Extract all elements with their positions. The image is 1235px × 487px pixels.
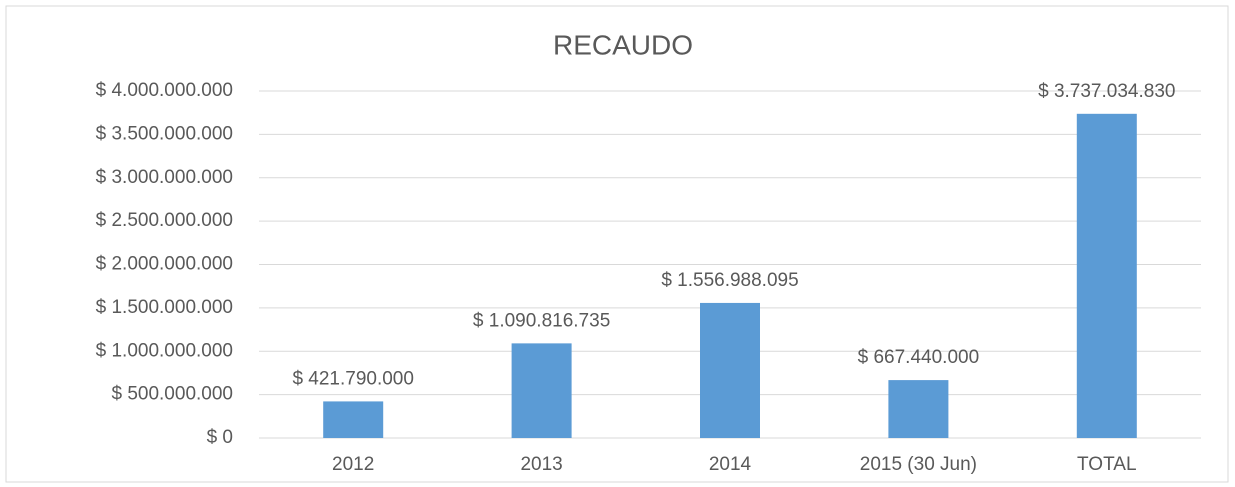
x-tick-label: 2013 [520, 454, 562, 475]
y-tick-label: $ 2.000.000.000 [96, 254, 233, 275]
value-label: $ 667.440.000 [858, 347, 980, 368]
bar [888, 380, 949, 438]
y-tick-label: $ 4.000.000.000 [96, 80, 233, 101]
value-label: $ 421.790.000 [292, 368, 414, 389]
x-tick-label: 2012 [332, 454, 374, 475]
y-tick-label: $ 1.000.000.000 [96, 340, 233, 361]
x-tick-label: TOTAL [1077, 454, 1136, 475]
x-tick-label: 2015 (30 Jun) [860, 454, 977, 475]
value-label: $ 1.090.816.735 [473, 310, 610, 331]
y-tick-label: $ 1.500.000.000 [96, 297, 233, 318]
y-tick-label: $ 3.000.000.000 [96, 167, 233, 188]
value-label: $ 1.556.988.095 [661, 270, 798, 291]
bar [323, 401, 384, 438]
bar [1076, 113, 1137, 438]
y-tick-label: $ 0 [207, 427, 233, 448]
bar [700, 302, 760, 438]
y-tick-label: $ 3.500.000.000 [96, 123, 233, 144]
y-tick-label: $ 2.500.000.000 [96, 210, 233, 231]
chart-frame [5, 5, 1229, 483]
x-tick-label: 2014 [709, 454, 752, 475]
chart-title: RECAUDO [553, 29, 693, 60]
bar [511, 343, 572, 438]
y-tick-label: $ 500.000.000 [111, 384, 233, 405]
value-label: $ 3.737.034.830 [1038, 81, 1175, 102]
